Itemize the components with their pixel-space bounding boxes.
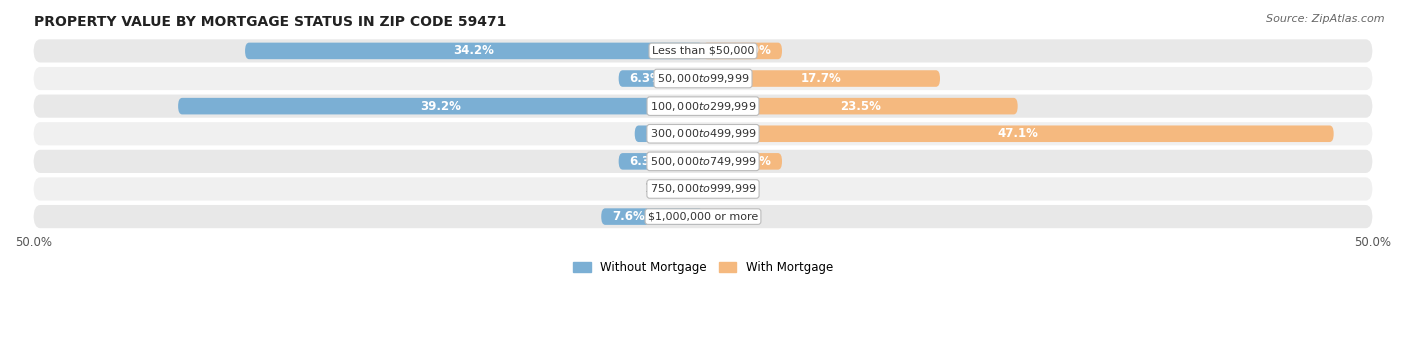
Text: $50,000 to $99,999: $50,000 to $99,999 <box>657 72 749 85</box>
Text: 6.3%: 6.3% <box>630 72 662 85</box>
Text: 0.0%: 0.0% <box>714 210 744 223</box>
FancyBboxPatch shape <box>602 208 703 225</box>
Text: 47.1%: 47.1% <box>998 127 1039 140</box>
Text: $750,000 to $999,999: $750,000 to $999,999 <box>650 183 756 196</box>
Text: 5.9%: 5.9% <box>738 45 772 57</box>
FancyBboxPatch shape <box>34 95 1372 118</box>
FancyBboxPatch shape <box>619 70 703 87</box>
Text: 1.3%: 1.3% <box>645 183 675 196</box>
Text: PROPERTY VALUE BY MORTGAGE STATUS IN ZIP CODE 59471: PROPERTY VALUE BY MORTGAGE STATUS IN ZIP… <box>34 15 506 29</box>
Text: 39.2%: 39.2% <box>420 100 461 113</box>
FancyBboxPatch shape <box>703 98 1018 115</box>
FancyBboxPatch shape <box>34 205 1372 228</box>
FancyBboxPatch shape <box>34 39 1372 63</box>
Text: Source: ZipAtlas.com: Source: ZipAtlas.com <box>1267 14 1385 23</box>
FancyBboxPatch shape <box>703 70 941 87</box>
FancyBboxPatch shape <box>245 42 703 59</box>
FancyBboxPatch shape <box>634 125 703 142</box>
FancyBboxPatch shape <box>703 153 782 170</box>
Text: $300,000 to $499,999: $300,000 to $499,999 <box>650 127 756 140</box>
Text: 0.0%: 0.0% <box>714 183 744 196</box>
FancyBboxPatch shape <box>619 153 703 170</box>
FancyBboxPatch shape <box>34 150 1372 173</box>
FancyBboxPatch shape <box>703 125 1334 142</box>
FancyBboxPatch shape <box>34 177 1372 201</box>
Text: $1,000,000 or more: $1,000,000 or more <box>648 211 758 222</box>
Text: 5.9%: 5.9% <box>738 155 772 168</box>
Legend: Without Mortgage, With Mortgage: Without Mortgage, With Mortgage <box>568 256 838 278</box>
Text: 17.7%: 17.7% <box>801 72 842 85</box>
Text: 34.2%: 34.2% <box>454 45 495 57</box>
Text: 6.3%: 6.3% <box>630 155 662 168</box>
FancyBboxPatch shape <box>34 67 1372 90</box>
FancyBboxPatch shape <box>179 98 703 115</box>
FancyBboxPatch shape <box>34 122 1372 146</box>
Text: 5.1%: 5.1% <box>645 127 678 140</box>
FancyBboxPatch shape <box>686 181 703 197</box>
Text: Less than $50,000: Less than $50,000 <box>652 46 754 56</box>
Text: 7.6%: 7.6% <box>612 210 645 223</box>
FancyBboxPatch shape <box>703 42 782 59</box>
Text: 23.5%: 23.5% <box>839 100 880 113</box>
Text: $100,000 to $299,999: $100,000 to $299,999 <box>650 100 756 113</box>
Text: $500,000 to $749,999: $500,000 to $749,999 <box>650 155 756 168</box>
